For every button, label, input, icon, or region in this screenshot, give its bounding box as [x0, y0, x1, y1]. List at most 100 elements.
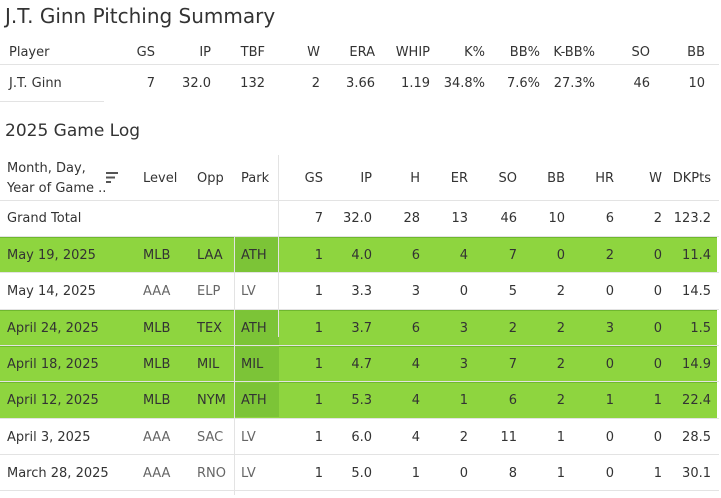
gamelog-park-cell-bg	[234, 237, 279, 273]
gamelog-header-h[interactable]: H	[410, 171, 420, 186]
gamelog-row-band[interactable]	[0, 237, 717, 275]
game-stat: 5	[508, 284, 517, 300]
summary-header-tbf[interactable]: TBF	[240, 45, 265, 60]
summary-value: 46	[633, 76, 650, 91]
game-stat: 3	[605, 320, 614, 336]
game-park: MIL	[241, 356, 264, 372]
game-stat: 2	[508, 320, 517, 336]
summary-divider	[0, 64, 719, 65]
gamelog-column-divider	[234, 237, 235, 495]
game-level: AAA	[143, 429, 171, 445]
game-opponent: SAC	[197, 429, 224, 445]
gamelog-header-so[interactable]: SO	[498, 171, 517, 186]
gamelog-row-band[interactable]	[0, 418, 717, 454]
game-stat: 2	[556, 393, 565, 409]
gamelog-row-divider	[0, 381, 719, 383]
game-stat: 6	[411, 248, 420, 263]
game-park: ATH	[241, 320, 267, 336]
game-stat: 0	[653, 356, 662, 372]
gamelog-header-date-line2[interactable]: Year of Game ..	[7, 181, 107, 196]
game-stat: 0	[653, 248, 662, 263]
game-stat: 1	[653, 393, 662, 409]
game-level: MLB	[143, 320, 171, 336]
game-stat: 1	[314, 429, 323, 445]
game-stat: 2	[556, 320, 565, 336]
gamelog-header-date[interactable]: Month, Day,	[7, 161, 86, 176]
summary-player-divider	[0, 101, 104, 102]
summary-value: 32.0	[182, 76, 211, 91]
game-stat: 0	[459, 465, 468, 481]
gamelog-row-divider	[0, 453, 719, 455]
game-stat: 7	[508, 356, 517, 372]
gamelog-header-bb[interactable]: BB	[547, 171, 565, 186]
summary-header-bb[interactable]: BB	[687, 45, 705, 60]
grand-total-value: 7	[314, 211, 323, 226]
gamelog-column-divider	[278, 155, 279, 337]
game-stat: 2	[556, 356, 565, 372]
game-stat: 1	[556, 429, 565, 445]
gamelog-header-ip[interactable]: IP	[360, 171, 372, 186]
game-stat: 14.9	[682, 356, 711, 372]
game-stat: 1	[653, 465, 662, 481]
game-date: April 24, 2025	[7, 320, 99, 336]
summary-header-so[interactable]: SO	[631, 45, 650, 60]
gamelog-row-band[interactable]	[0, 273, 717, 309]
game-level: MLB	[143, 393, 171, 409]
game-stat: 0	[556, 248, 565, 263]
summary-header-era[interactable]: ERA	[349, 45, 375, 60]
summary-header-ip[interactable]: IP	[199, 45, 211, 60]
grand-total-label: Grand Total	[7, 211, 82, 226]
summary-value: 7.6%	[506, 76, 540, 91]
summary-header-player[interactable]: Player	[9, 45, 50, 60]
summary-header-k-bb-[interactable]: K-BB%	[553, 45, 595, 60]
game-stat: 3	[459, 356, 468, 372]
game-park: LV	[241, 465, 256, 481]
gamelog-row-divider	[0, 490, 719, 492]
gamelog-row-divider	[0, 236, 719, 237]
game-stat: 1	[411, 465, 420, 481]
gamelog-header-dkpts[interactable]: DKPts	[672, 171, 711, 186]
gamelog-row-band[interactable]	[0, 382, 717, 420]
game-stat: 1	[314, 284, 323, 300]
game-stat: 5.0	[351, 465, 372, 481]
summary-header-gs[interactable]: GS	[136, 45, 155, 60]
game-park: LV	[241, 284, 256, 300]
gamelog-park-cell-bg	[234, 345, 279, 382]
gamelog-header-opp[interactable]: Opp	[197, 171, 224, 186]
game-date: April 18, 2025	[7, 356, 99, 372]
grand-total-value: 13	[451, 211, 468, 226]
game-stat: 0	[653, 320, 662, 336]
game-stat: 0	[605, 465, 614, 481]
gamelog-header-park[interactable]: Park	[241, 171, 270, 186]
summary-value: 10	[688, 76, 705, 91]
game-stat: 30.1	[682, 465, 711, 481]
game-stat: 3	[459, 320, 468, 336]
game-stat: 0	[653, 284, 662, 300]
game-level: AAA	[143, 465, 171, 481]
game-stat: 22.4	[682, 393, 711, 409]
game-stat: 11	[500, 429, 517, 445]
summary-header-w[interactable]: W	[307, 45, 320, 60]
summary-header-whip[interactable]: WHIP	[395, 45, 430, 60]
game-stat: 1	[605, 393, 614, 409]
game-level: MLB	[143, 356, 171, 372]
gamelog-header-w[interactable]: W	[649, 171, 662, 186]
grand-total-value: 6	[605, 211, 614, 226]
gamelog-header-level[interactable]: Level	[143, 171, 178, 186]
summary-header-bb-[interactable]: BB%	[509, 45, 540, 60]
gamelog-row-band[interactable]	[0, 454, 717, 491]
gamelog-header-er[interactable]: ER	[450, 171, 468, 186]
gamelog-header-gs[interactable]: GS	[304, 171, 323, 186]
game-stat: 1	[314, 465, 323, 481]
gamelog-header-hr[interactable]: HR	[595, 171, 614, 186]
summary-header-k-[interactable]: K%	[464, 45, 485, 60]
gamelog-row-divider	[0, 272, 719, 274]
game-stat: 5.3	[351, 393, 372, 409]
game-stat: 7	[508, 248, 517, 263]
sort-icon[interactable]	[106, 171, 119, 184]
gamelog-title: 2025 Game Log	[5, 121, 141, 141]
game-stat: 2	[605, 248, 614, 263]
game-level: MLB	[143, 248, 171, 263]
game-stat: 1	[314, 393, 323, 409]
game-opponent: LAA	[197, 248, 223, 263]
